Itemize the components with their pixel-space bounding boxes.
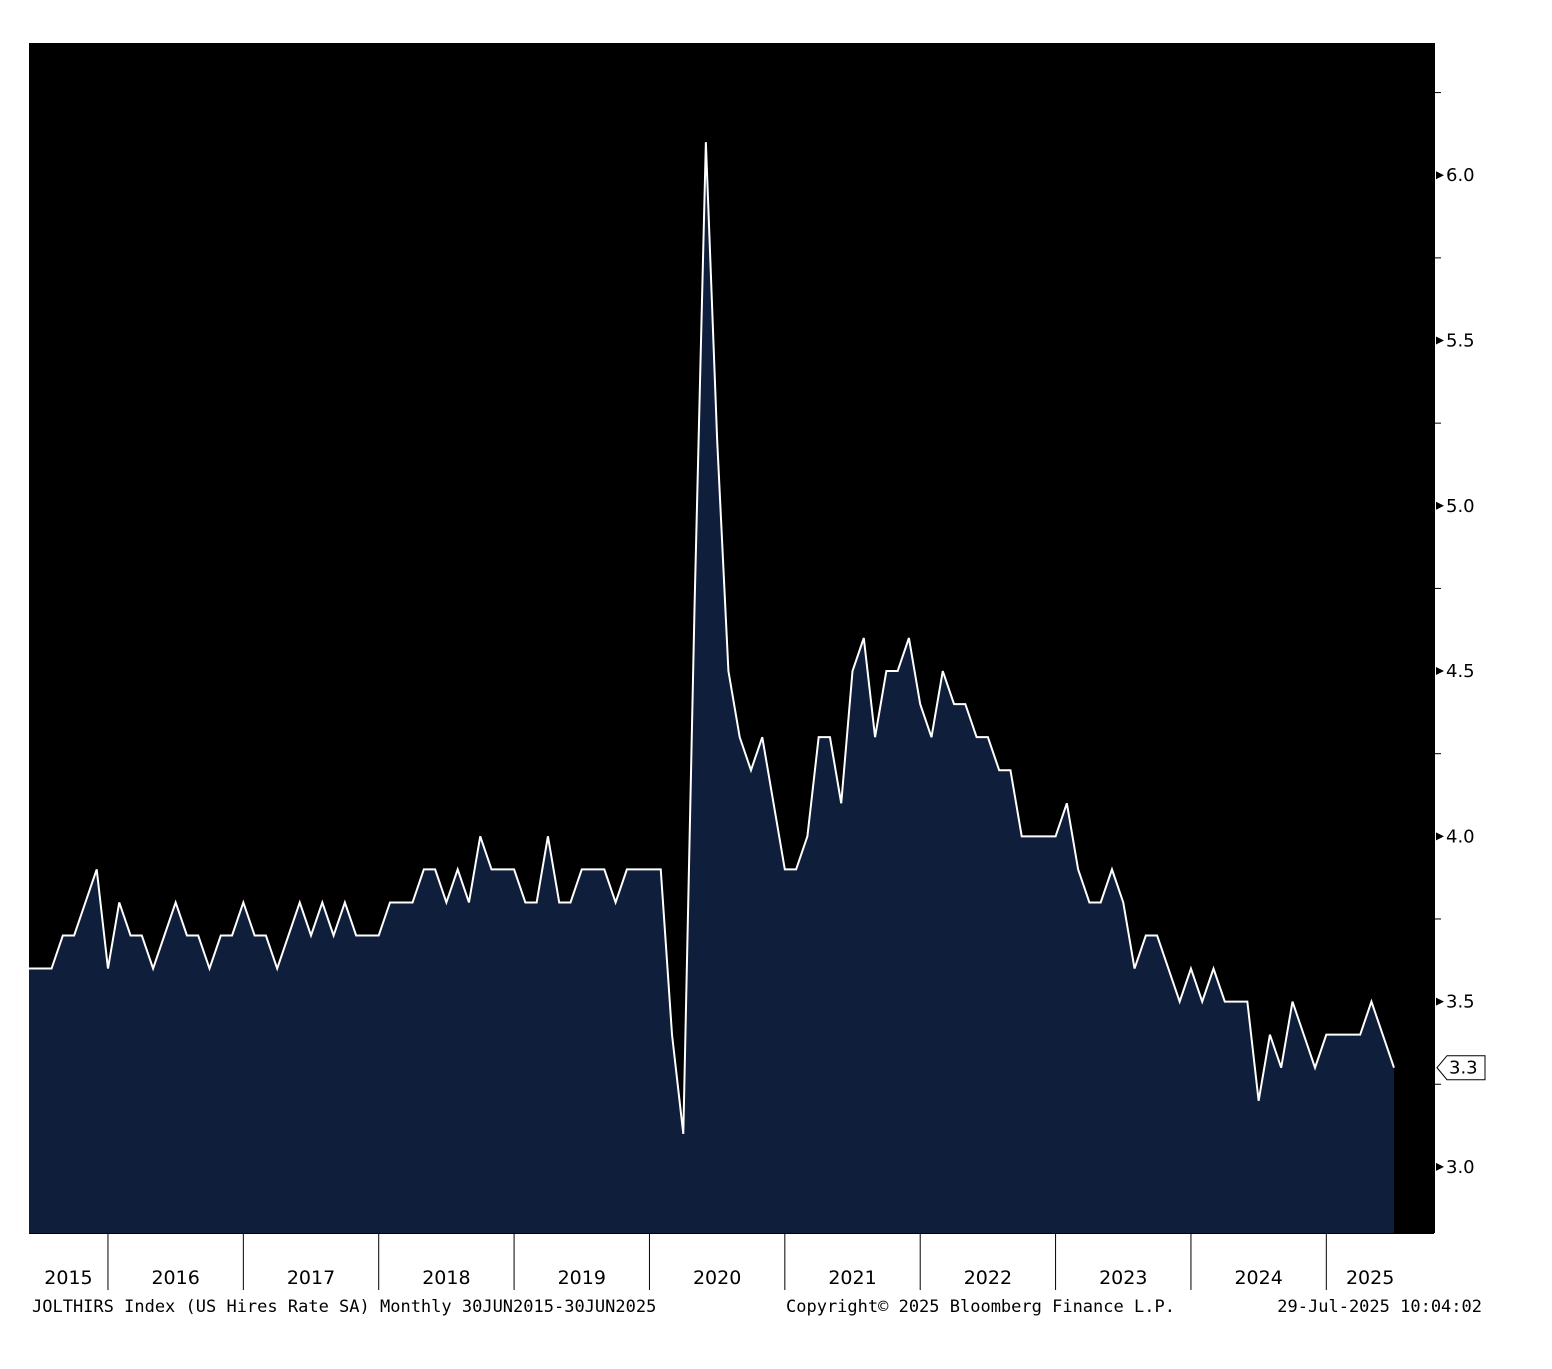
x-tick-label: 2016 [151, 1267, 199, 1289]
x-tick-label: 2023 [1099, 1267, 1147, 1289]
y-tick-label: 5.5 [1446, 331, 1475, 352]
x-tick-label: 2022 [964, 1267, 1012, 1289]
x-tick-label: 2015 [44, 1267, 92, 1289]
footer-series-description: JOLTHIRS Index (US Hires Rate SA) Monthl… [32, 1297, 656, 1317]
y-tick-label: 5.0 [1446, 496, 1475, 517]
footer-timestamp: 29-Jul-2025 10:04:02 [1277, 1297, 1482, 1317]
x-tick-label: 2020 [693, 1267, 741, 1289]
y-tick-label: 3.0 [1446, 1157, 1475, 1178]
y-tick-label: 4.0 [1446, 826, 1475, 847]
y-tick-label: 4.5 [1446, 661, 1475, 682]
y-tick-label: 6.0 [1446, 165, 1475, 186]
x-tick-label: 2018 [422, 1267, 470, 1289]
x-tick-label: 2025 [1346, 1267, 1394, 1289]
y-tick-label: 3.5 [1446, 992, 1475, 1013]
x-tick-label: 2021 [828, 1267, 876, 1289]
last-value-label: 3.3 [1449, 1058, 1478, 1079]
x-tick-label: 2017 [287, 1267, 335, 1289]
x-tick-label: 2019 [558, 1267, 606, 1289]
x-tick-label: 2024 [1234, 1267, 1282, 1289]
footer-copyright: Copyright© 2025 Bloomberg Finance L.P. [786, 1297, 1175, 1317]
